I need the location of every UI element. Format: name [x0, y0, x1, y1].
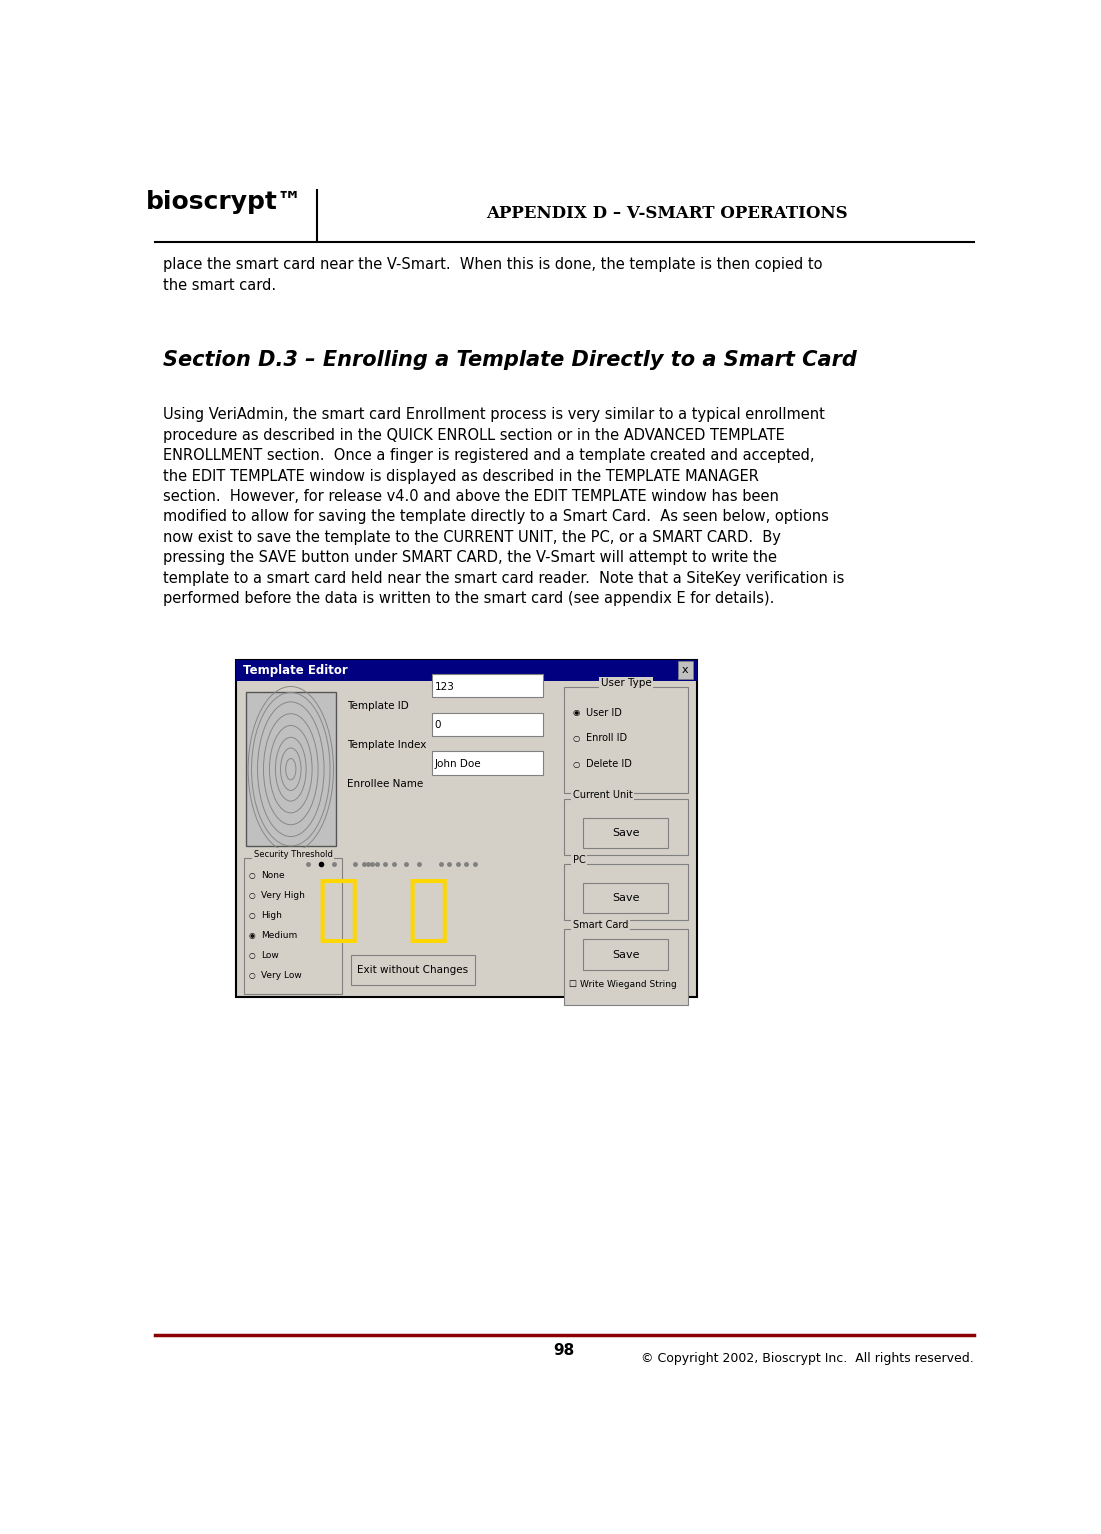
Text: © Copyright 2002, Bioscrypt Inc.  All rights reserved.: © Copyright 2002, Bioscrypt Inc. All rig…: [641, 1351, 973, 1365]
Text: Template Editor: Template Editor: [242, 664, 347, 676]
Text: APPENDIX D – V-SMART OPERATIONS: APPENDIX D – V-SMART OPERATIONS: [486, 206, 848, 222]
FancyBboxPatch shape: [565, 687, 688, 793]
Text: ○: ○: [249, 911, 255, 920]
Text: Smart Card: Smart Card: [573, 920, 629, 930]
Text: None: None: [261, 871, 285, 881]
FancyBboxPatch shape: [246, 692, 336, 845]
Text: Very High: Very High: [261, 891, 305, 900]
Text: Enroll ID: Enroll ID: [586, 733, 626, 744]
Text: Save: Save: [612, 893, 640, 904]
Text: 98: 98: [554, 1344, 575, 1358]
Text: x: x: [683, 666, 689, 675]
Text: User ID: User ID: [586, 707, 621, 718]
FancyBboxPatch shape: [565, 928, 688, 1005]
Text: ○: ○: [573, 759, 580, 769]
Text: 🖐: 🖐: [406, 876, 449, 945]
Text: 🖐: 🖐: [316, 876, 360, 945]
FancyBboxPatch shape: [236, 660, 697, 997]
Text: Exit without Changes: Exit without Changes: [357, 965, 468, 976]
Text: 123: 123: [435, 681, 455, 692]
FancyBboxPatch shape: [565, 799, 688, 856]
FancyBboxPatch shape: [432, 752, 543, 775]
Text: ○: ○: [249, 871, 255, 881]
Text: 0: 0: [435, 721, 442, 730]
Text: ○: ○: [249, 891, 255, 900]
Text: ○: ○: [249, 951, 255, 960]
FancyBboxPatch shape: [584, 882, 668, 913]
Text: ◉: ◉: [573, 709, 580, 716]
Text: PC: PC: [573, 854, 586, 865]
FancyBboxPatch shape: [432, 673, 543, 696]
Text: Low: Low: [261, 951, 279, 960]
Text: Enrollee Name: Enrollee Name: [347, 779, 423, 788]
FancyBboxPatch shape: [678, 661, 694, 680]
FancyBboxPatch shape: [236, 660, 697, 681]
FancyBboxPatch shape: [351, 956, 475, 985]
Text: Very Low: Very Low: [261, 971, 302, 980]
FancyBboxPatch shape: [432, 712, 543, 736]
Text: Medium: Medium: [261, 931, 297, 940]
Text: Current Unit: Current Unit: [573, 790, 633, 801]
Text: bioscrypt™: bioscrypt™: [146, 190, 303, 215]
Text: ○: ○: [249, 971, 255, 980]
Text: Template ID: Template ID: [347, 701, 408, 710]
Text: Section D.3 – Enrolling a Template Directly to a Smart Card: Section D.3 – Enrolling a Template Direc…: [163, 350, 857, 370]
Text: Save: Save: [612, 828, 640, 838]
Text: Delete ID: Delete ID: [586, 759, 632, 770]
FancyBboxPatch shape: [584, 818, 668, 848]
Text: ○: ○: [573, 733, 580, 742]
Text: Save: Save: [612, 950, 640, 960]
Text: John Doe: John Doe: [435, 759, 481, 770]
FancyBboxPatch shape: [584, 939, 668, 969]
Text: Using VeriAdmin, the smart card Enrollment process is very similar to a typical : Using VeriAdmin, the smart card Enrollme…: [163, 408, 844, 606]
Text: Security Threshold: Security Threshold: [254, 850, 333, 859]
Text: High: High: [261, 911, 282, 920]
FancyBboxPatch shape: [565, 864, 688, 920]
Text: Template Index: Template Index: [347, 739, 426, 750]
FancyBboxPatch shape: [244, 858, 342, 994]
Text: ◉: ◉: [249, 931, 255, 940]
Text: place the smart card near the V-Smart.  When this is done, the template is then : place the smart card near the V-Smart. W…: [163, 258, 822, 293]
Text: ☐ Write Wiegand String: ☐ Write Wiegand String: [568, 980, 676, 989]
Text: User Type: User Type: [601, 678, 652, 687]
